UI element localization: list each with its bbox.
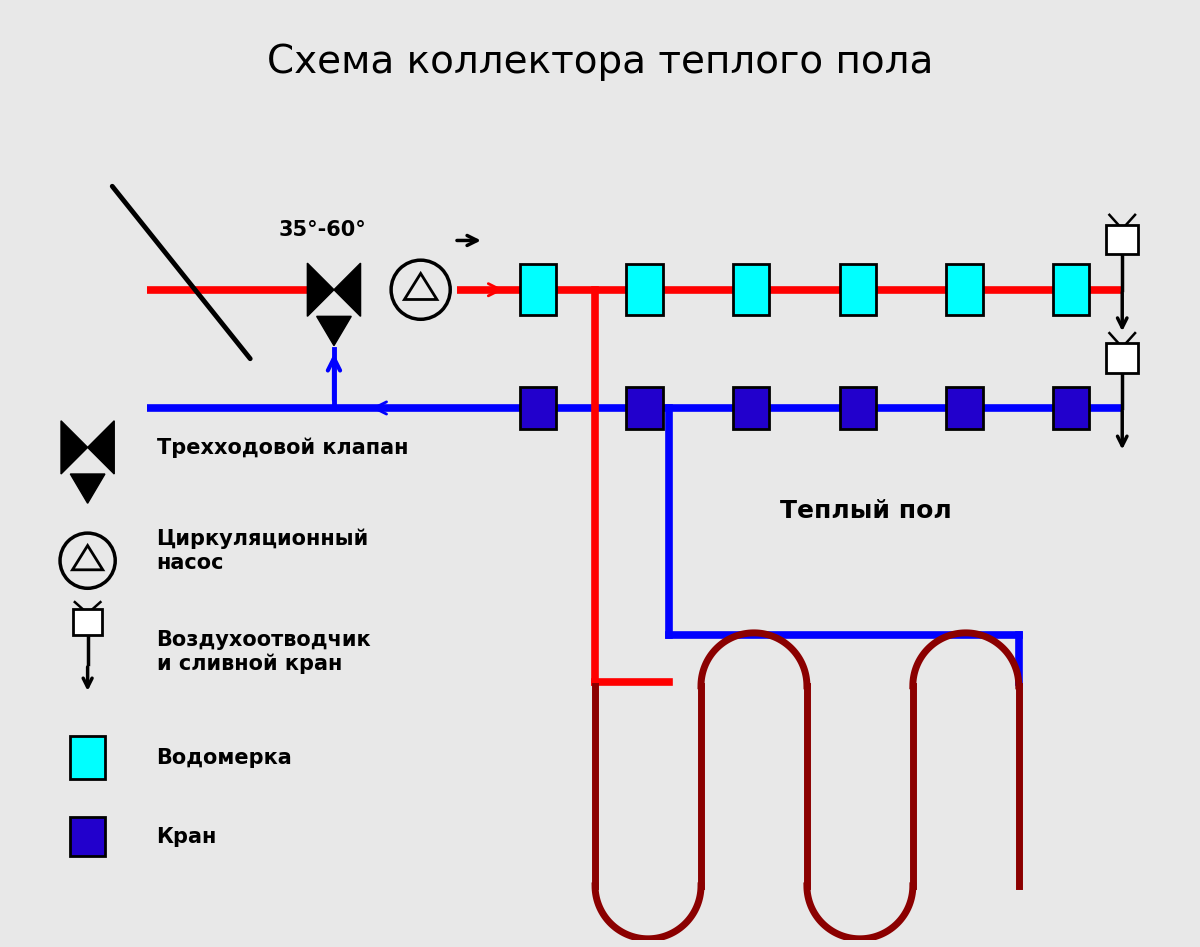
FancyBboxPatch shape bbox=[520, 264, 556, 315]
Text: Водомерка: Водомерка bbox=[156, 748, 293, 768]
Text: Кран: Кран bbox=[156, 827, 217, 847]
Text: Воздухоотводчик
и сливной кран: Воздухоотводчик и сливной кран bbox=[156, 631, 371, 674]
FancyBboxPatch shape bbox=[70, 817, 106, 856]
FancyBboxPatch shape bbox=[946, 387, 983, 429]
FancyBboxPatch shape bbox=[840, 387, 876, 429]
Polygon shape bbox=[61, 420, 88, 474]
FancyBboxPatch shape bbox=[520, 387, 556, 429]
FancyBboxPatch shape bbox=[946, 264, 983, 315]
Polygon shape bbox=[71, 474, 104, 503]
Text: Трехходовой клапан: Трехходовой клапан bbox=[156, 438, 408, 457]
Polygon shape bbox=[307, 263, 334, 316]
FancyBboxPatch shape bbox=[1106, 224, 1138, 254]
Text: Теплый пол: Теплый пол bbox=[780, 499, 952, 524]
Text: 35°-60°: 35°-60° bbox=[278, 221, 366, 241]
FancyBboxPatch shape bbox=[626, 387, 662, 429]
Polygon shape bbox=[317, 316, 352, 346]
FancyBboxPatch shape bbox=[73, 609, 102, 634]
Text: Циркуляционный
насос: Циркуляционный насос bbox=[156, 529, 368, 573]
FancyBboxPatch shape bbox=[1106, 343, 1138, 372]
FancyBboxPatch shape bbox=[70, 736, 106, 779]
FancyBboxPatch shape bbox=[733, 387, 769, 429]
Polygon shape bbox=[88, 420, 114, 474]
Polygon shape bbox=[334, 263, 360, 316]
FancyBboxPatch shape bbox=[733, 264, 769, 315]
FancyBboxPatch shape bbox=[1052, 264, 1090, 315]
Text: Схема коллектора теплого пола: Схема коллектора теплого пола bbox=[266, 44, 934, 81]
FancyBboxPatch shape bbox=[626, 264, 662, 315]
FancyBboxPatch shape bbox=[1052, 387, 1090, 429]
FancyBboxPatch shape bbox=[840, 264, 876, 315]
